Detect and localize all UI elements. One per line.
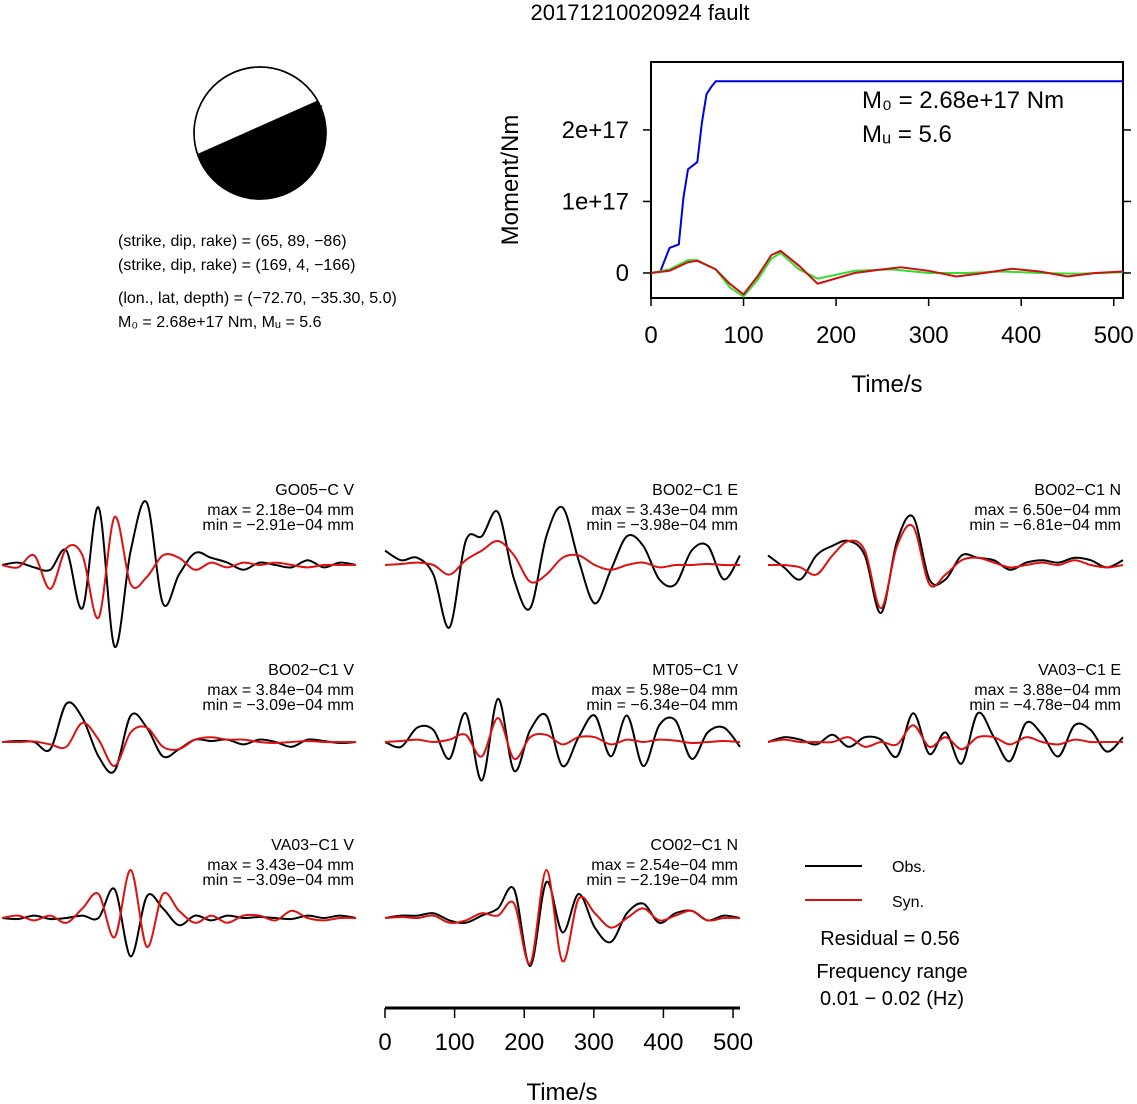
residual-label: Residual = 0.56 (820, 928, 960, 950)
moment-annotation-mw: Mᵤ = 5.6 (862, 121, 952, 148)
frequency-range-title: Frequency range (816, 961, 967, 983)
moment-x-tick-label: 300 (909, 322, 949, 349)
station-max: max = 6.50e−04 mm (974, 502, 1121, 519)
station-max: max = 2.18e−04 mm (207, 502, 354, 519)
mechanism-nodal-plane-2: (strike, dip, rake) = (169, 4, −166) (118, 257, 355, 274)
waveform-xlabel: Time/s (526, 1079, 597, 1104)
station-max: max = 3.43e−04 mm (591, 502, 738, 519)
station-name: GO05−C V (275, 482, 354, 499)
moment-x-tick-label: 0 (644, 322, 657, 349)
station-min: min = −6.34e−04 mm (586, 697, 738, 714)
obs-trace (384, 697, 741, 782)
mechanism-location: (lon., lat, depth) = (−72.70, −35.30, 5.… (118, 290, 397, 307)
obs-trace (1, 500, 357, 648)
station-max: max = 2.54e−04 mm (591, 857, 738, 874)
moment-x-tick-label: 100 (724, 322, 764, 349)
moment-y-tick-label: 1e+17 (562, 188, 629, 215)
moment-series-3 (650, 249, 1124, 296)
station-name: BO02−C1 N (1034, 482, 1121, 499)
moment-x-tick-label: 200 (816, 322, 856, 349)
station-name: BO02−C1 V (268, 662, 354, 679)
moment-x-tick-label: 500 (1094, 322, 1134, 349)
moment-ylabel: Moment/Nm (497, 115, 524, 246)
station-name: VA03−C1 E (1038, 662, 1121, 679)
waveform-x-tick-label: 400 (643, 1029, 683, 1056)
frequency-range-value: 0.01 − 0.02 (Hz) (820, 988, 964, 1010)
moment-x-tick-label: 400 (1001, 322, 1041, 349)
station-min: min = −3.09e−04 mm (202, 872, 354, 889)
station-max: max = 5.98e−04 mm (591, 682, 738, 699)
obs-trace (384, 505, 741, 629)
station-min: min = −3.98e−04 mm (586, 517, 738, 534)
figure-title: 20171210020924 fault (531, 0, 750, 25)
moment-plot-frame (650, 61, 1124, 299)
station-max: max = 3.88e−04 mm (974, 682, 1121, 699)
station-max: max = 3.43e−04 mm (207, 857, 354, 874)
obs-trace (1, 887, 357, 958)
obs-trace (767, 514, 1124, 615)
waveform-x-tick-label: 500 (713, 1029, 753, 1056)
syn-trace (384, 868, 741, 965)
station-min: min = −6.81e−04 mm (969, 517, 1121, 534)
waveform-x-tick-label: 300 (574, 1029, 614, 1056)
moment-xlabel: Time/s (851, 371, 922, 398)
station-name: BO02−C1 E (652, 482, 738, 499)
station-min: min = −2.91e−04 mm (202, 517, 354, 534)
waveform-time-axis: 0 100 200 300 400 500 (378, 1006, 753, 1056)
waveform-x-tick-label: 0 (378, 1029, 391, 1056)
moment-series-1 (650, 80, 1123, 274)
legend: Obs. Syn. Residual = 0.56 Frequency rang… (805, 859, 968, 1010)
waveform-x-tick-label: 100 (435, 1029, 475, 1056)
station-max: max = 3.84e−04 mm (207, 682, 354, 699)
syn-trace (767, 724, 1123, 751)
moment-y-tick-label: 2e+17 (562, 117, 629, 144)
syn-trace (767, 523, 1124, 610)
station-name: MT05−C1 V (652, 662, 738, 679)
station-name: VA03−C1 V (271, 837, 354, 854)
syn-trace (1, 868, 357, 948)
station-min: min = −2.19e−04 mm (586, 872, 738, 889)
mechanism-moment: M₀ = 2.68e+17 Nm, Mᵤ = 5.6 (118, 314, 322, 331)
syn-trace (1, 721, 356, 767)
moment-y-tick-label: 0 (616, 260, 629, 287)
station-min: min = −4.78e−04 mm (969, 697, 1121, 714)
obs-trace (767, 711, 1124, 765)
station-name: CO02−C1 N (650, 837, 738, 854)
obs-trace (384, 880, 741, 968)
syn-trace (384, 539, 741, 584)
moment-chart: 0 100 200 300 400 500 0 1e+17 2e+17 Time/s Moment/… (497, 61, 1134, 398)
legend-syn-label: Syn. (892, 894, 924, 911)
legend-obs-label: Obs. (892, 859, 926, 876)
syn-trace (384, 716, 741, 760)
focal-mechanism-beachball (193, 66, 327, 200)
waveform-x-tick-label: 200 (504, 1029, 544, 1056)
mechanism-nodal-plane-1: (strike, dip, rake) = (65, 89, −86) (118, 233, 347, 250)
syn-trace (1, 515, 356, 619)
station-min: min = −3.09e−04 mm (202, 697, 354, 714)
moment-annotation-m0: M₀ = 2.68e+17 Nm (862, 87, 1064, 114)
